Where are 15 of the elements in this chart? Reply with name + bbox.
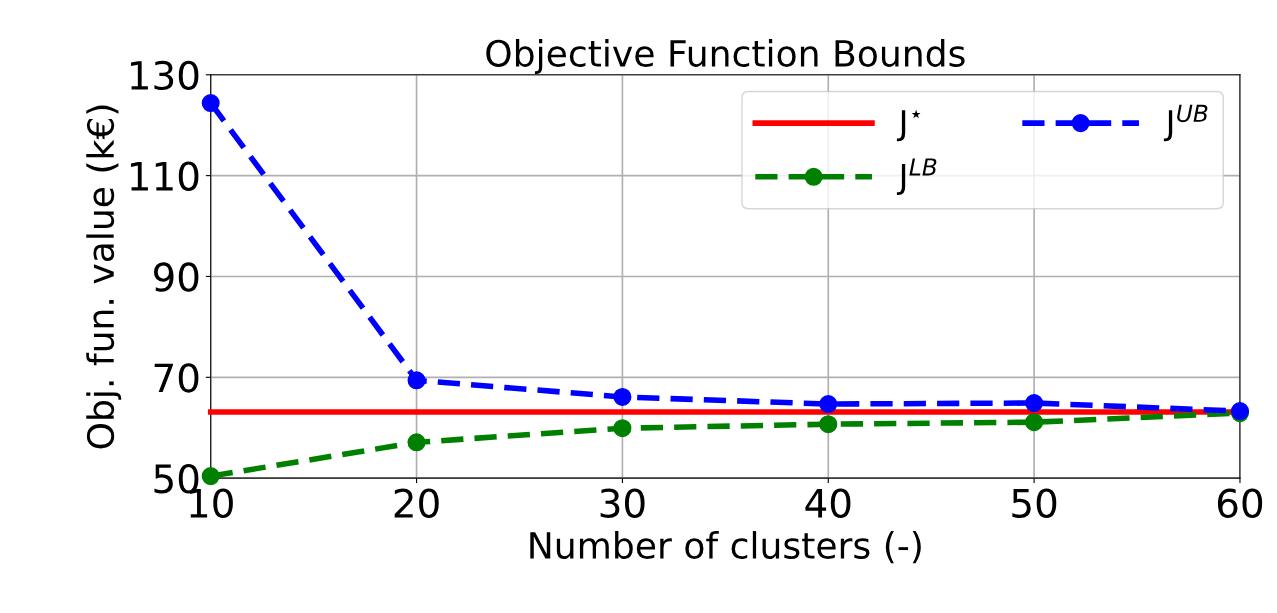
y-tick-label: 130 bbox=[131, 60, 199, 91]
y-tick-label: 90 bbox=[153, 262, 199, 292]
legend-label: J$^{UB}$ bbox=[1163, 104, 1208, 142]
legend-label: J$^{⋆}$ bbox=[896, 109, 921, 142]
chart-title: Objective Function Bounds bbox=[486, 39, 965, 74]
y-axis-title: Obj. fun. value (k€) bbox=[86, 105, 122, 449]
x-tick-label: 40 bbox=[805, 488, 851, 518]
y-tick-label: 70 bbox=[154, 363, 199, 393]
x-tick-label: 20 bbox=[394, 488, 439, 518]
x-tick-label: 50 bbox=[1012, 488, 1057, 518]
y-tick-label: 110 bbox=[131, 161, 199, 191]
legend-label: J$^{LB}$ bbox=[896, 158, 937, 195]
x-axis-title: Number of clusters (-) bbox=[530, 531, 921, 564]
x-tick-label: 60 bbox=[1217, 488, 1263, 518]
x-tick-label: 30 bbox=[600, 488, 645, 518]
